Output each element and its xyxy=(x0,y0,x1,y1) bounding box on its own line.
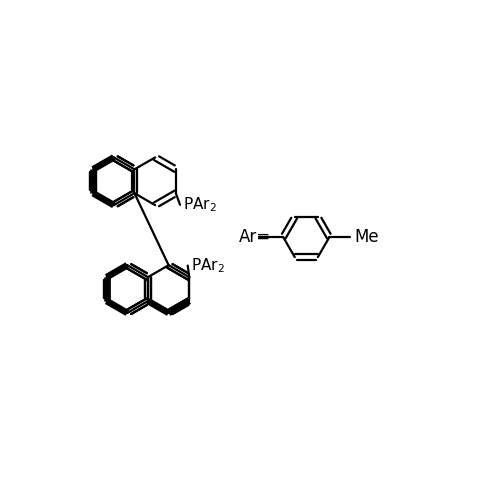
Text: PAr$_2$: PAr$_2$ xyxy=(191,256,224,275)
Text: Ar=: Ar= xyxy=(239,228,271,246)
Text: Me: Me xyxy=(354,228,379,246)
Text: PAr$_2$: PAr$_2$ xyxy=(183,196,217,214)
